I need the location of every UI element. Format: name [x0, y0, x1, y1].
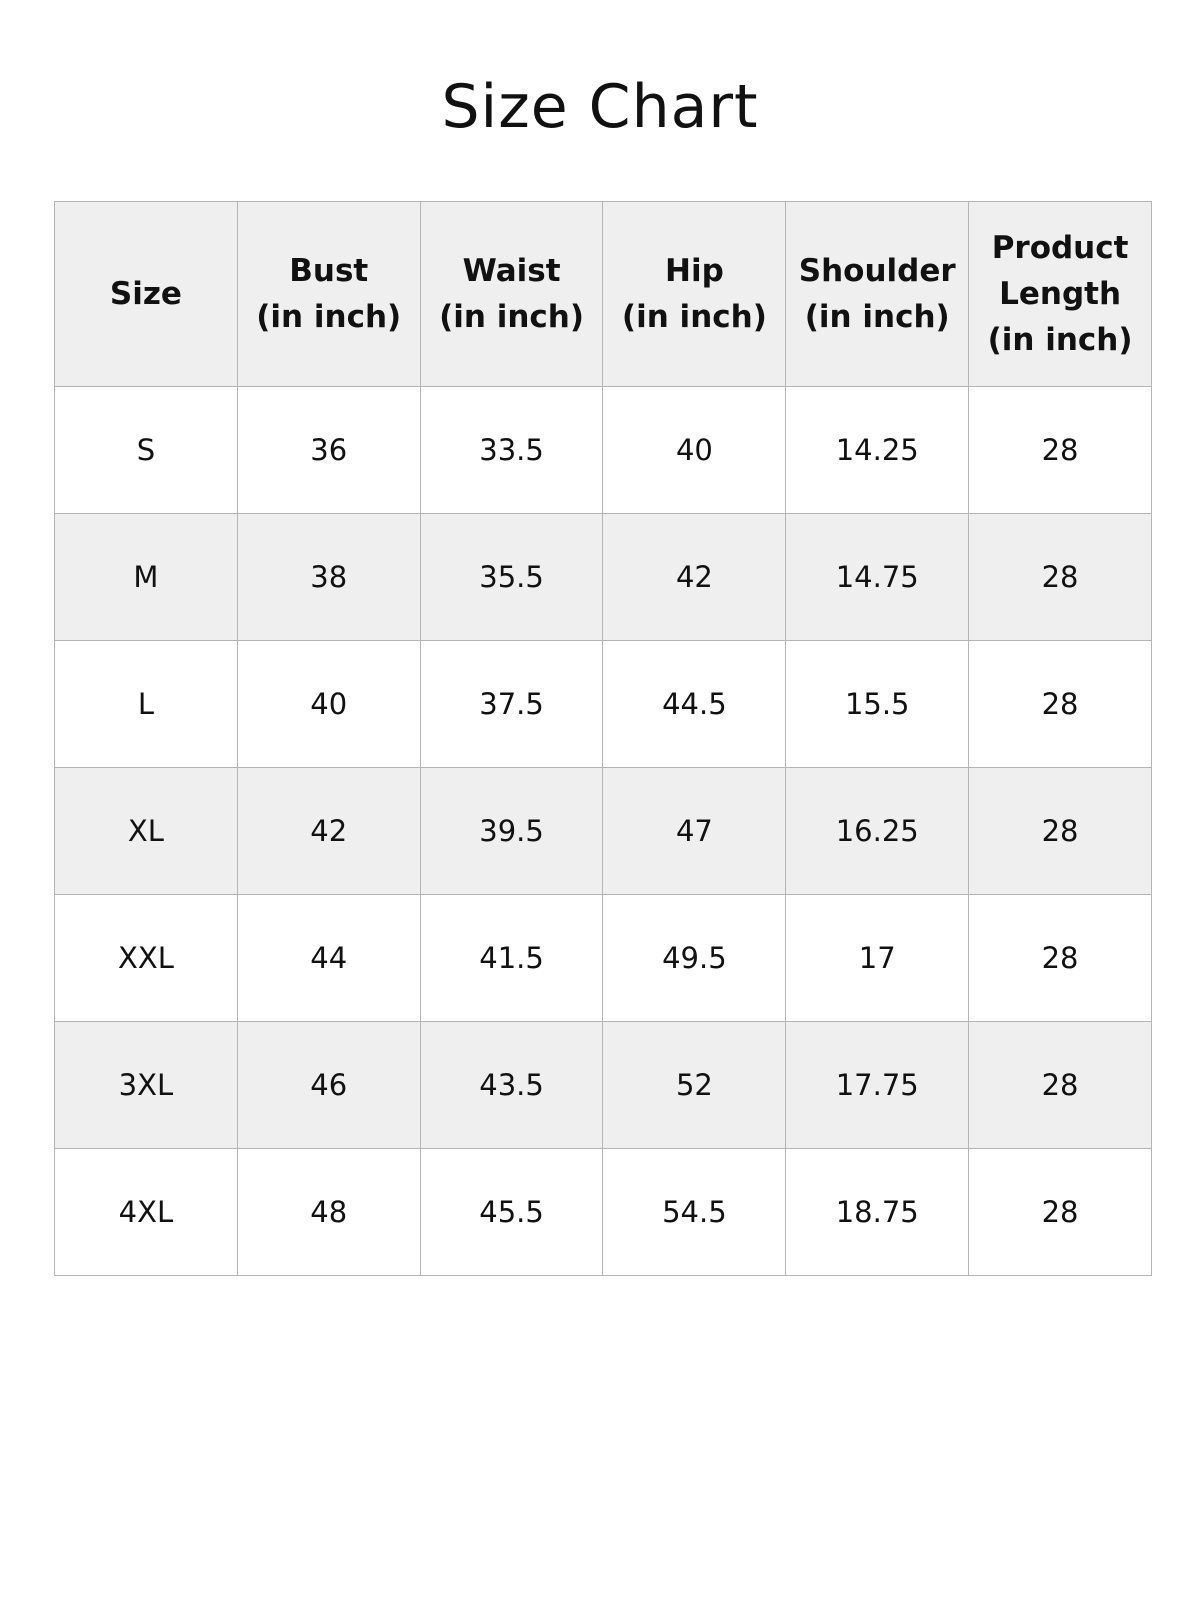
column-header-line: (in inch): [621, 299, 767, 335]
measurement-cell: 14.75: [785, 513, 970, 641]
column-header-line: Length: [999, 276, 1122, 312]
measurement-cell: 38: [236, 513, 421, 641]
column-header-line: (in inch): [439, 299, 585, 335]
size-chart-table: Size Bust (in inch) Waist (in inch) Hip (in in…: [54, 201, 1152, 1276]
measurement-cell: 52: [602, 1021, 787, 1149]
measurement-cell: 33.5: [419, 386, 604, 514]
measurement-cell: 18.75: [785, 1148, 970, 1276]
size-cell: 4XL: [54, 1148, 238, 1276]
table-row: S 36 33.5 40 14.25 28: [54, 386, 1152, 514]
table-row: XXL 44 41.5 49.5 17 28: [54, 894, 1152, 1022]
measurement-cell: 42: [236, 767, 421, 895]
column-header-line: Hip: [665, 253, 724, 289]
column-header: Hip (in inch): [602, 201, 787, 387]
measurement-cell: 54.5: [602, 1148, 787, 1276]
measurement-cell: 43.5: [419, 1021, 604, 1149]
column-header-line: Bust: [289, 253, 369, 289]
measurement-cell: 45.5: [419, 1148, 604, 1276]
measurement-cell: 17.75: [785, 1021, 970, 1149]
measurement-cell: 39.5: [419, 767, 604, 895]
measurement-cell: 28: [968, 386, 1152, 514]
size-cell: 3XL: [54, 1021, 238, 1149]
column-header-line: Shoulder: [798, 253, 956, 289]
measurement-cell: 40: [236, 640, 421, 768]
header-row: Size Bust (in inch) Waist (in inch) Hip (in in…: [54, 201, 1152, 387]
table-row: L 40 37.5 44.5 15.5 28: [54, 640, 1152, 768]
size-cell: M: [54, 513, 238, 641]
measurement-cell: 41.5: [419, 894, 604, 1022]
column-header: Size: [54, 201, 238, 387]
column-header-line: Product: [991, 230, 1129, 266]
column-header-line: (in inch): [256, 299, 402, 335]
measurement-cell: 28: [968, 767, 1152, 895]
measurement-cell: 44.5: [602, 640, 787, 768]
table-row: M 38 35.5 42 14.75 28: [54, 513, 1152, 641]
measurement-cell: 42: [602, 513, 787, 641]
measurement-cell: 17: [785, 894, 970, 1022]
table-row: XL 42 39.5 47 16.25 28: [54, 767, 1152, 895]
column-header-line: (in inch): [804, 299, 950, 335]
column-header: Shoulder (in inch): [785, 201, 970, 387]
size-cell: L: [54, 640, 238, 768]
measurement-cell: 28: [968, 513, 1152, 641]
measurement-cell: 16.25: [785, 767, 970, 895]
column-header-line: Size: [109, 276, 182, 312]
column-header: Waist (in inch): [419, 201, 604, 387]
measurement-cell: 28: [968, 1021, 1152, 1149]
size-cell: S: [54, 386, 238, 514]
measurement-cell: 28: [968, 640, 1152, 768]
measurement-cell: 44: [236, 894, 421, 1022]
column-header-line: Waist: [462, 253, 561, 289]
measurement-cell: 37.5: [419, 640, 604, 768]
measurement-cell: 49.5: [602, 894, 787, 1022]
column-header-line: (in inch): [987, 322, 1133, 358]
table-row: 4XL 48 45.5 54.5 18.75 28: [54, 1148, 1152, 1276]
measurement-cell: 28: [968, 1148, 1152, 1276]
measurement-cell: 36: [236, 386, 421, 514]
size-cell: XL: [54, 767, 238, 895]
measurement-cell: 15.5: [785, 640, 970, 768]
measurement-cell: 35.5: [419, 513, 604, 641]
page-title: Size Chart: [441, 72, 759, 142]
measurement-cell: 48: [236, 1148, 421, 1276]
measurement-cell: 14.25: [785, 386, 970, 514]
table-row: 3XL 46 43.5 52 17.75 28: [54, 1021, 1152, 1149]
measurement-cell: 47: [602, 767, 787, 895]
column-header: Bust (in inch): [236, 201, 421, 387]
measurement-cell: 28: [968, 894, 1152, 1022]
measurement-cell: 40: [602, 386, 787, 514]
size-cell: XXL: [54, 894, 238, 1022]
column-header: Product Length (in inch): [968, 201, 1152, 387]
measurement-cell: 46: [236, 1021, 421, 1149]
